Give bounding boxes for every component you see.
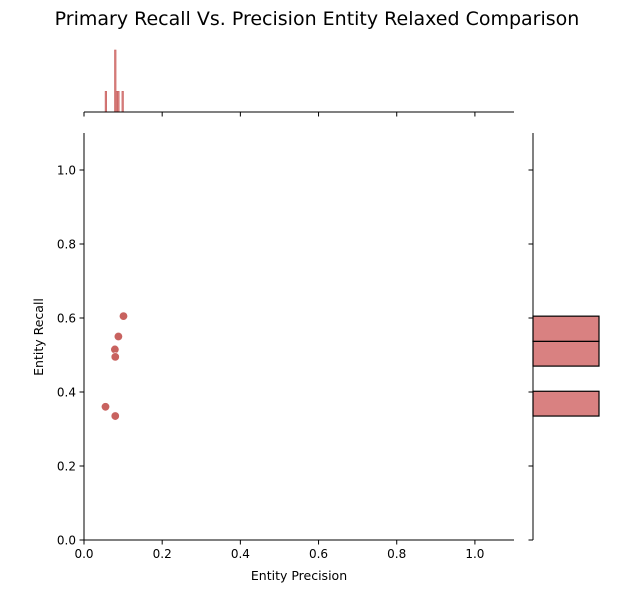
y-tick-label: 0.6: [57, 311, 76, 325]
scatter-point: [110, 352, 120, 362]
x-marginal-ticks: [83, 112, 476, 117]
y-tick-label: 0.0: [57, 533, 76, 547]
x-hist-bar: [117, 91, 120, 113]
x-axis-ticks: 0.0 0.2 0.4 0.6 0.8 1.0: [74, 540, 484, 561]
x-tick-label: 0.4: [231, 547, 250, 561]
y-tick-label: 1.0: [57, 163, 76, 177]
x-marginal-histogram: [104, 49, 124, 113]
x-axis-label: Entity Precision: [251, 568, 347, 583]
x-tick-label: 1.0: [465, 547, 484, 561]
x-tick-label: 0.0: [74, 547, 93, 561]
x-hist-bar: [121, 91, 124, 113]
scatter-point: [118, 311, 128, 321]
y-axis-label: Entity Recall: [31, 298, 46, 376]
scatter-point: [110, 411, 120, 421]
x-tick-label: 0.6: [309, 547, 328, 561]
y-tick-label: 0.2: [57, 459, 76, 473]
scatter-point: [113, 331, 123, 341]
y-tick-label: 0.8: [57, 237, 76, 251]
y-hist-bar: [532, 340, 600, 367]
y-hist-bar: [532, 390, 600, 417]
scatter-points: [101, 311, 128, 421]
y-tick-label: 0.4: [57, 385, 76, 399]
x-hist-bar: [104, 91, 107, 113]
x-tick-label: 0.2: [153, 547, 172, 561]
y-axis-ticks: 0.0 0.2 0.4 0.6 0.8 1.0: [57, 163, 84, 547]
x-tick-label: 0.8: [387, 547, 406, 561]
scatter-point: [101, 402, 111, 412]
y-hist-bar: [532, 315, 600, 342]
chart-title: Primary Recall Vs. Precision Entity Rela…: [55, 8, 580, 30]
y-marginal-histogram: [532, 315, 600, 417]
y-marginal-ticks: [528, 169, 533, 541]
